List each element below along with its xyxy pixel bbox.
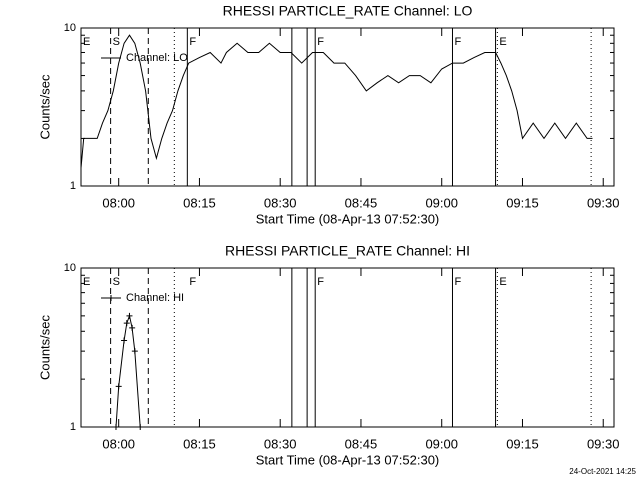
y-tick-label: 1 [70, 421, 76, 433]
data-line [80, 34, 593, 169]
x-tick-label: 09:15 [506, 195, 539, 210]
data-line [115, 314, 141, 428]
x-tick-label: 08:45 [345, 195, 378, 210]
x-tick-label: 09:00 [425, 195, 458, 210]
plot-frame [80, 267, 615, 428]
event-label: E [499, 276, 506, 288]
timestamp: 24-Oct-2021 14:25 [569, 467, 636, 476]
x-tick-label: 08:45 [345, 436, 378, 451]
legend-label: Channel: HI [126, 292, 184, 304]
x-tick-label: 08:15 [183, 436, 216, 451]
legend-label: Channel: LO [126, 52, 188, 64]
data-marker [112, 424, 119, 430]
x-tick-label: 08:30 [264, 436, 297, 451]
data-marker [131, 348, 138, 355]
y-tick-label: 1 [70, 180, 76, 192]
y-axis-label: Counts/sec [37, 314, 52, 380]
data-marker [126, 312, 133, 319]
event-label: F [189, 36, 196, 48]
event-label: E [499, 36, 506, 48]
x-tick-label: 08:00 [102, 436, 135, 451]
event-label: E [83, 36, 90, 48]
x-tick-label: 09:30 [587, 195, 620, 210]
chart-title: RHESSI PARTICLE_RATE Channel: LO [223, 3, 473, 19]
data-marker [123, 320, 130, 327]
x-tick-label: 09:00 [425, 436, 458, 451]
event-label: F [454, 276, 461, 288]
chart-title: RHESSI PARTICLE_RATE Channel: HI [225, 243, 470, 259]
x-axis-label: Start Time (08-Apr-13 07:52:30) [256, 211, 440, 226]
event-label: S [113, 276, 120, 288]
event-label: S [113, 36, 120, 48]
x-tick-label: 09:30 [587, 436, 620, 451]
event-label: F [317, 276, 324, 288]
x-tick-label: 08:00 [102, 195, 135, 210]
event-label: E [83, 276, 90, 288]
y-tick-label: 10 [64, 262, 76, 274]
x-tick-label: 08:30 [264, 195, 297, 210]
event-label: F [317, 36, 324, 48]
event-label: F [189, 276, 196, 288]
x-tick-label: 08:15 [183, 195, 216, 210]
y-tick-label: 10 [64, 22, 76, 34]
y-axis-label: Counts/sec [37, 74, 52, 140]
x-tick-label: 09:15 [506, 436, 539, 451]
data-marker [115, 383, 122, 390]
plot-frame [80, 27, 615, 187]
data-marker [137, 424, 144, 430]
event-label: F [454, 36, 461, 48]
data-marker [121, 337, 128, 344]
x-axis-label: Start Time (08-Apr-13 07:52:30) [256, 452, 440, 467]
data-marker [129, 324, 136, 331]
